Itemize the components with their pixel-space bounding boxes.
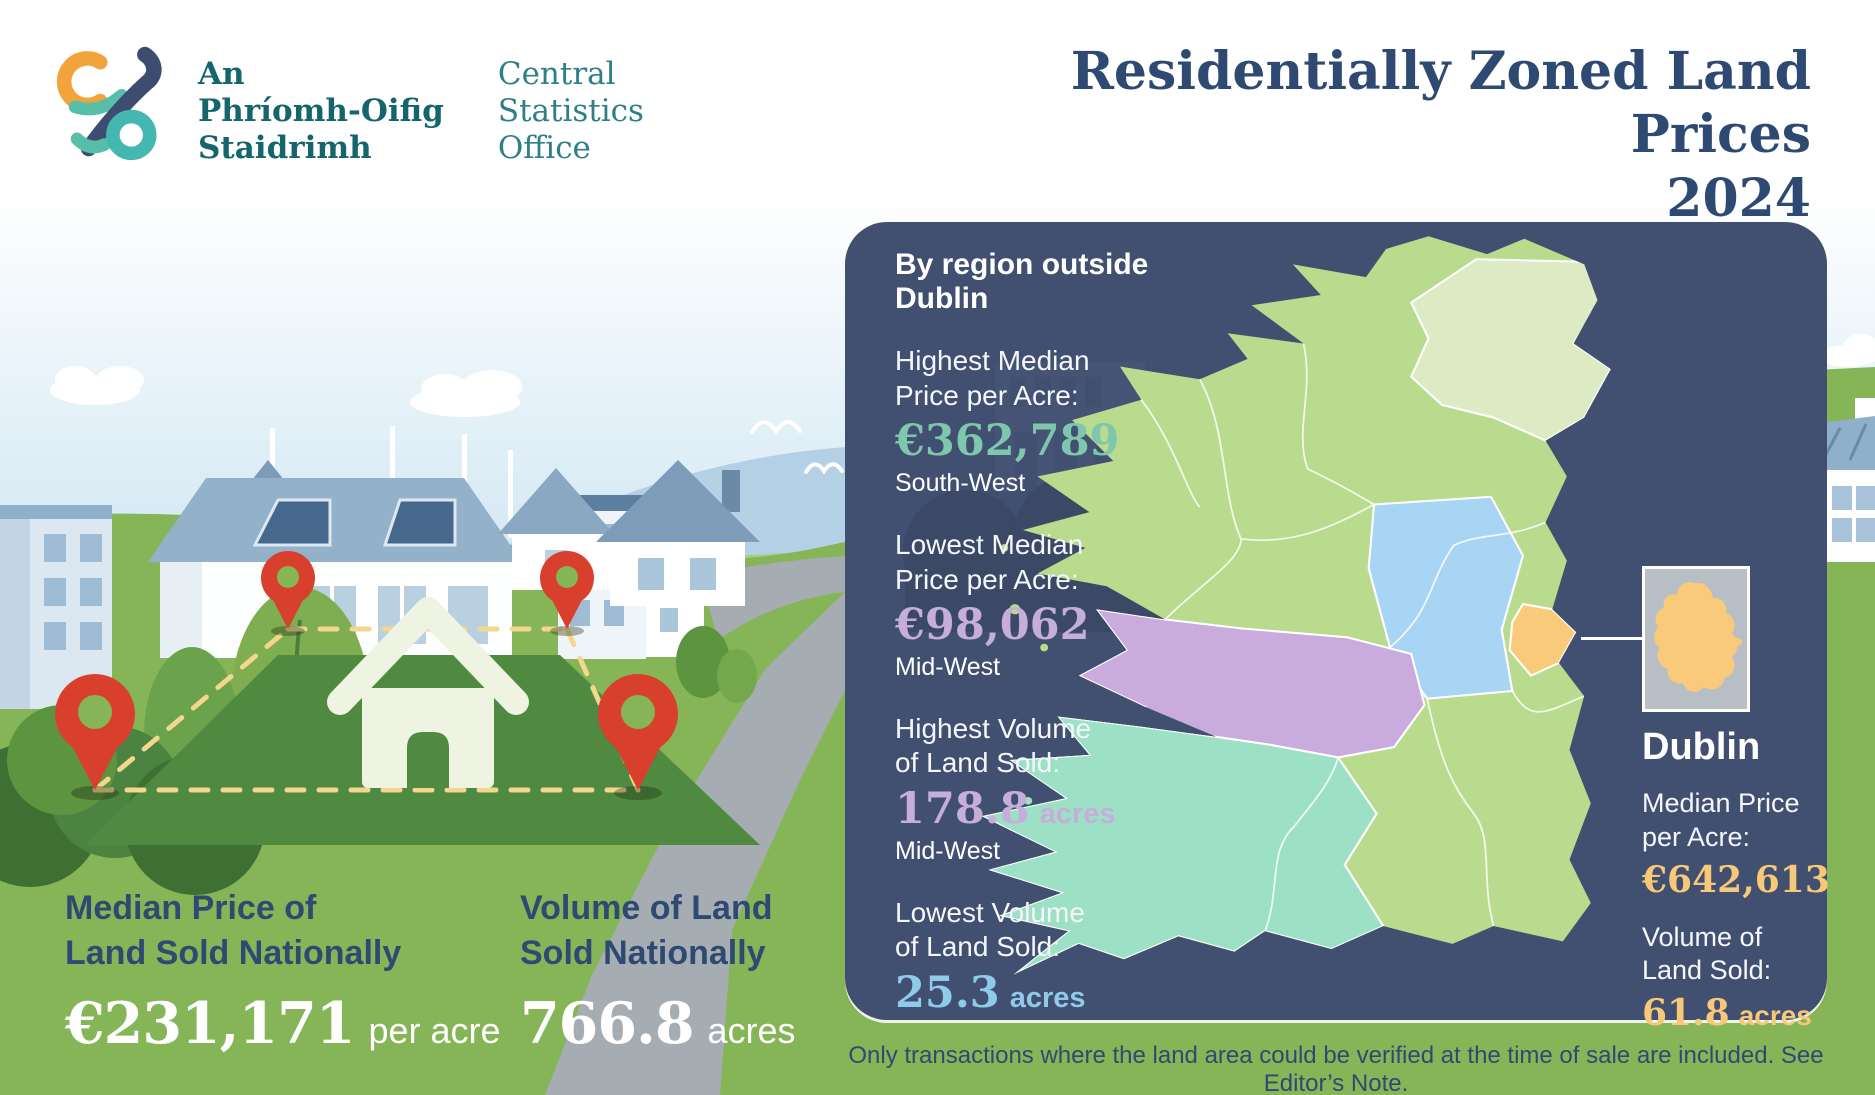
stat-region: South-West xyxy=(895,468,1026,497)
dublin-stats: Dublin Median Price per Acre: €642,613 V… xyxy=(1642,726,1830,1034)
logo-irish-name: An Phríomh-Oifig Staidrimh xyxy=(198,56,444,167)
dublin-volume-unit: acres xyxy=(1738,1000,1812,1031)
dublin-county-icon xyxy=(1654,582,1743,692)
dublin-volume-value: 61.8 xyxy=(1642,992,1730,1034)
panel-heading: By region outside Dublin xyxy=(895,248,1149,315)
volume-value: 766.8 xyxy=(520,989,694,1057)
median-price-unit: per acre xyxy=(368,1009,501,1051)
county-borders xyxy=(1140,343,1585,932)
dublin-inset-box xyxy=(1642,566,1750,712)
map-pin-icon xyxy=(55,551,678,800)
volume-unit: acres xyxy=(707,1009,796,1051)
stat-highest-median-price: Highest Median Price per Acre: €362,789 … xyxy=(895,344,1165,498)
page-title: Residentially Zoned Land Prices 2024 xyxy=(1070,41,1811,229)
footer-note: Only transactions where the land area co… xyxy=(848,1042,1824,1095)
national-median-price: Median Price of Land Sold Nationally €23… xyxy=(65,886,501,1057)
stat-region: Mid-West xyxy=(895,652,1001,681)
stat-value: €362,789 xyxy=(895,416,1120,467)
cso-logo: An Phríomh-Oifig Staidrimh Central Stati… xyxy=(46,44,644,168)
stat-value: €98,062 xyxy=(895,600,1090,651)
median-price-label: Median Price of xyxy=(65,889,317,927)
ireland-map xyxy=(981,236,1611,975)
national-volume: Volume of Land Sold Nationally 766.8 acr… xyxy=(520,886,796,1057)
house-icon xyxy=(327,597,529,788)
stat-lowest-median-price: Lowest Median Price per Acre: €98,062 Mi… xyxy=(895,528,1165,682)
volume-label: Volume of Land xyxy=(520,889,773,927)
stat-region: Mid-West xyxy=(895,836,1001,865)
median-price-value: €231,171 xyxy=(65,989,355,1057)
regional-stats-column: By region outside Dublin Highest Median … xyxy=(895,248,1165,1020)
dublin-price-value: €642,613 xyxy=(1642,858,1830,901)
stat-value: 178.8 xyxy=(895,784,1030,835)
house xyxy=(596,460,760,606)
cso-logo-icon xyxy=(56,46,162,161)
logo-english-name: Central Statistics Office xyxy=(497,56,644,167)
region-midlands xyxy=(1367,495,1525,700)
dublin-inset-connector xyxy=(1581,637,1642,640)
region-dublin xyxy=(1508,602,1578,677)
bird-icon xyxy=(750,420,844,475)
dublin-heading: Dublin xyxy=(1642,726,1761,768)
stat-highest-volume: Highest Volume of Land Sold: 178.8 acres… xyxy=(895,712,1165,866)
stat-value: 25.3 xyxy=(895,968,1000,1019)
regional-panel: By region outside Dublin Highest Median … xyxy=(845,222,1827,1020)
stat-lowest-volume: Lowest Volume of Land Sold: 25.3 acres M… xyxy=(895,896,1086,1019)
